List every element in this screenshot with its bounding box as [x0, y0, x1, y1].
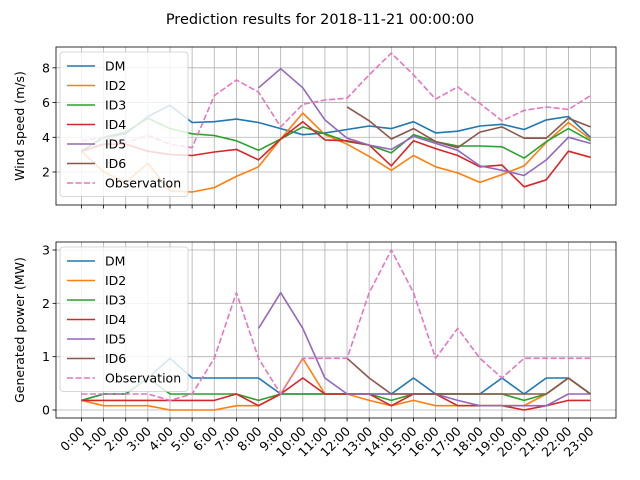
y-tick-label: 2	[42, 165, 50, 180]
plot-frame	[55, 46, 617, 206]
generated-power-plot: 0 1 2 3 Generated power (MW) DM ID2 ID3 ID4 ID5 ID…	[12, 241, 617, 422]
legend-label: DM	[105, 59, 125, 74]
wind-speed-plot: 2 4 6 8 Wind speed (m/s) DM ID2 ID3 ID4 ID5 ID6 Obs…	[12, 46, 617, 209]
plot-frame	[55, 241, 617, 419]
y-tick-label: 0	[42, 403, 50, 418]
y-tick-label: 3	[42, 243, 50, 258]
legend-label: ID3	[105, 98, 126, 113]
figure-title: Prediction results for 2018-11-21 00:00:…	[166, 12, 474, 28]
y-tick-label: 2	[42, 296, 50, 311]
y-tick-label: 1	[42, 349, 50, 364]
legend-label: ID4	[105, 312, 126, 327]
legend-label: ID5	[105, 137, 126, 152]
y-tick-label: 4	[42, 130, 50, 145]
legend-label: Observation	[105, 371, 181, 386]
y-tick-label: 6	[42, 95, 50, 110]
y-tick-label: 8	[42, 60, 50, 75]
legend: DM ID2 ID3 ID4 ID5 ID6 Observation	[59, 246, 189, 392]
legend-label: ID2	[105, 273, 126, 288]
legend-label: ID4	[105, 117, 126, 132]
legend-box	[59, 246, 189, 392]
legend-label: ID6	[105, 156, 126, 171]
legend: DM ID2 ID3 ID4 ID5 ID6 Observation	[59, 51, 189, 197]
series-line-id6	[346, 106, 591, 149]
y-axis-label: Generated power (MW)	[12, 257, 27, 403]
series-line-id6	[346, 357, 591, 395]
legend-label: ID2	[105, 78, 126, 93]
legend-label: ID6	[105, 351, 126, 366]
series-line-observation	[81, 249, 591, 402]
legend-label: ID5	[105, 332, 126, 347]
legend-label: Observation	[105, 176, 181, 191]
legend-label: ID3	[105, 293, 126, 308]
legend-label: DM	[105, 254, 125, 269]
y-axis-label: Wind speed (m/s)	[12, 71, 27, 181]
legend-box	[59, 51, 189, 197]
series-line-id5	[257, 67, 591, 177]
